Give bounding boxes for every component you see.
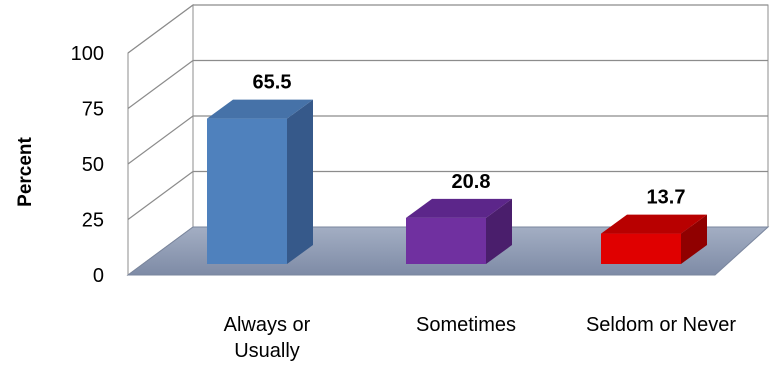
bar-front: [406, 217, 486, 264]
y-axis-title: Percent: [15, 136, 36, 206]
data-label: 13.7: [647, 187, 686, 209]
bar-side: [681, 214, 707, 264]
labels: 0 25 50 75 100 65.5 Always or Usually 20.8 Someti…: [71, 43, 737, 362]
bar-front: [601, 233, 681, 264]
x-category-label-line: Seldom or Never: [586, 314, 736, 336]
bar-top: [601, 214, 707, 234]
bar-top: [207, 99, 313, 119]
x-category-label-line: Usually: [234, 340, 300, 362]
bar: [601, 214, 707, 264]
bar-side: [486, 198, 512, 264]
x-category-label: Always or Usually: [224, 314, 311, 362]
gridline: [127, 115, 768, 165]
x-category-label: Seldom or Never: [586, 314, 736, 336]
bar-side: [287, 99, 313, 264]
y-tick-label: 50: [82, 154, 104, 176]
y-tick-label: 100: [71, 43, 104, 65]
gridline: [127, 4, 768, 54]
x-category-label: Sometimes: [416, 314, 516, 336]
bar-top: [406, 198, 512, 218]
bar: [207, 99, 313, 264]
bars: [207, 99, 707, 264]
y-tick-label: 75: [82, 99, 104, 121]
gridline: [127, 170, 768, 220]
data-label: 20.8: [452, 171, 491, 193]
bar: [406, 198, 512, 264]
y-tick-label: 25: [82, 210, 104, 232]
gridline: [127, 59, 768, 109]
bar-front: [207, 118, 287, 264]
x-category-label-line: Sometimes: [416, 314, 516, 336]
y-tick-label: 0: [93, 265, 104, 287]
x-category-label-line: Always or: [224, 314, 311, 336]
data-label: 65.5: [253, 72, 292, 94]
